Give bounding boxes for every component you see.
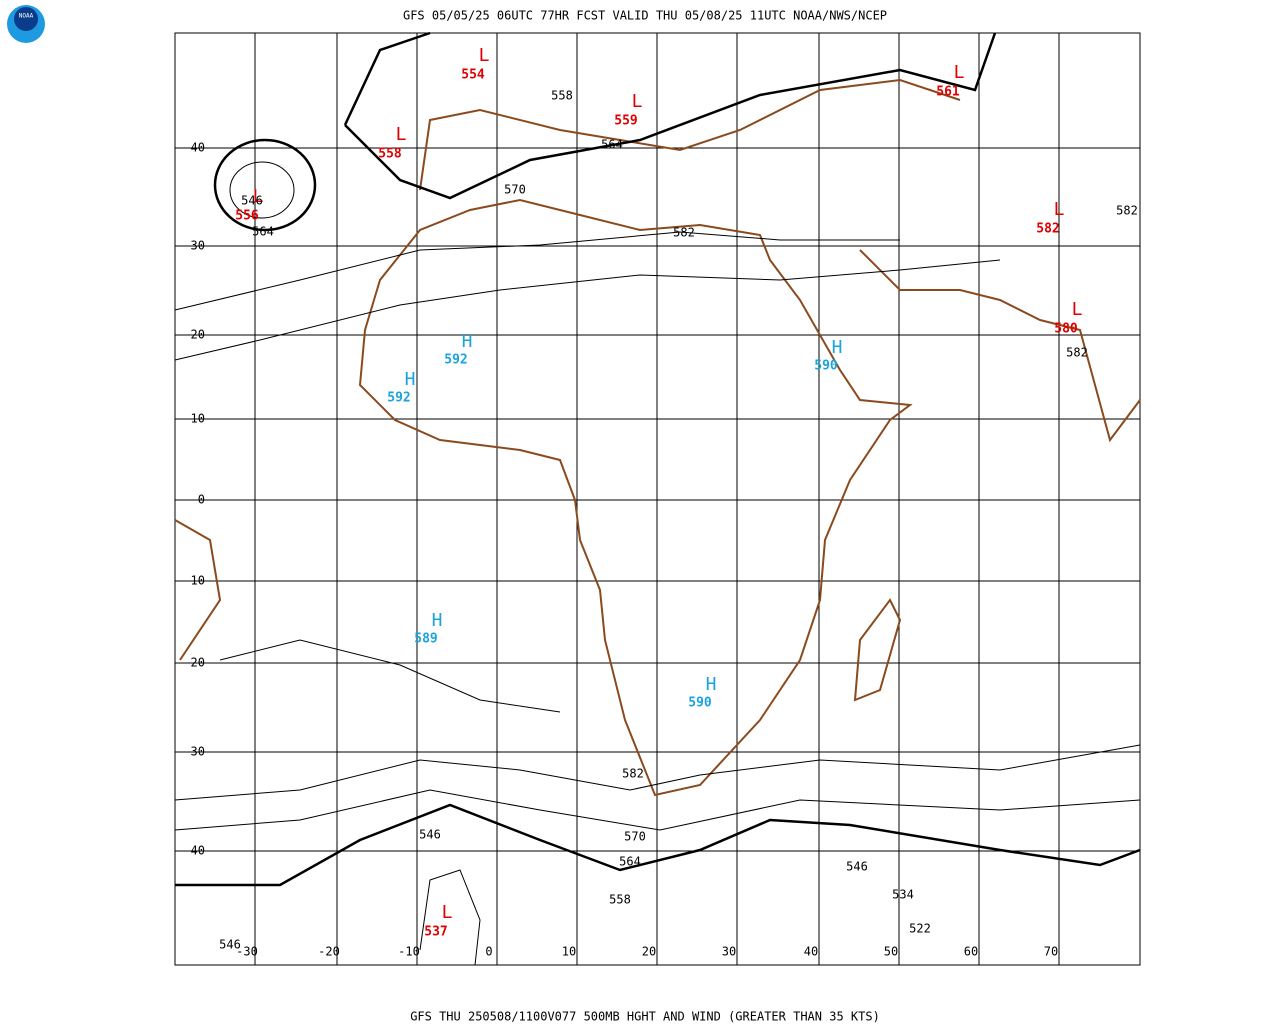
contour-closed: [213, 138, 317, 232]
longitude-label: -10: [398, 945, 420, 959]
logo-text: NOAA: [19, 13, 34, 20]
latitude-label: -20: [183, 656, 205, 670]
madagascar: [853, 598, 902, 702]
latitude-label: 40: [191, 141, 205, 155]
latitude-label: -30: [183, 745, 205, 759]
contour-label: 558: [609, 893, 631, 907]
latitude-label: -10: [183, 574, 205, 588]
high-symbol: H: [832, 337, 843, 358]
high-symbol: H: [462, 331, 473, 352]
contour-label: 558: [551, 89, 573, 103]
latitude-label: 20: [191, 328, 205, 342]
low-value: 554: [461, 68, 485, 83]
contour-label: 582: [1116, 204, 1138, 218]
contour: [174, 744, 1141, 801]
longitude-label: 70: [1044, 945, 1058, 959]
high-symbol: H: [706, 674, 717, 695]
low-symbol: L: [632, 91, 643, 112]
longitude-label: -20: [318, 945, 340, 959]
contour: [174, 231, 900, 311]
low-symbol: L: [954, 62, 965, 83]
contour-label: 570: [624, 830, 646, 844]
high-value: 592: [444, 353, 467, 368]
low-value: 561: [936, 85, 960, 100]
low-symbol: L: [442, 902, 453, 923]
contour-label: 564: [619, 855, 641, 869]
low-symbol: L: [396, 124, 407, 145]
contour-label: 582: [673, 226, 695, 240]
contour-label: 546: [846, 860, 868, 874]
title: GFS 05/05/25 06UTC 77HR FCST VALID THU 0…: [403, 9, 887, 23]
low-symbol: L: [1072, 299, 1083, 320]
longitude-label: 30: [722, 945, 736, 959]
longitude-label: -30: [236, 945, 258, 959]
high-value: 590: [688, 696, 712, 711]
high-value: 589: [414, 632, 437, 647]
contour-label: 564: [601, 138, 623, 152]
low-value: 537: [424, 925, 447, 940]
longitude-label: 20: [642, 945, 656, 959]
latitude-label: 30: [191, 239, 205, 253]
contour-label: 546: [219, 938, 241, 952]
high-value: 590: [814, 359, 838, 374]
contour-label: 546: [419, 828, 441, 842]
low-symbol: L: [253, 186, 264, 207]
contour-label: 522: [909, 922, 931, 936]
low-value: 556: [235, 209, 259, 224]
longitude-label: 40: [804, 945, 818, 959]
high-symbol: H: [405, 369, 416, 390]
low-value: 558: [378, 147, 402, 162]
contour-closed: [229, 161, 295, 219]
asia-coast: [859, 249, 1141, 443]
latitude-label: 0: [198, 493, 205, 507]
map-labels: 40 30 20 10 0 -10 -20 -30 -40 -30 -20 -10 0 10 20 30 40 5…: [183, 45, 1138, 959]
high-symbol: H: [432, 610, 443, 631]
coastlines: [174, 78, 1141, 797]
low-value: 559: [614, 114, 637, 129]
high-value: 592: [387, 391, 410, 406]
longitude-label: 50: [884, 945, 898, 959]
contour-label: 582: [1066, 346, 1088, 360]
caption: GFS THU 250508/1100V077 500MB HGHT AND W…: [410, 1010, 880, 1024]
contour: [174, 259, 1001, 361]
contour-label: 582: [622, 767, 644, 781]
contour: [174, 789, 1141, 831]
contour-label: 534: [892, 888, 914, 902]
longitude-label: 0: [485, 945, 492, 959]
low-symbol: L: [1054, 199, 1065, 220]
latitude-label: 10: [191, 412, 205, 426]
grid: [175, 33, 1140, 965]
contour-thick: [175, 803, 1141, 887]
contour-thick: [344, 32, 997, 200]
contour-label: 546: [241, 194, 263, 208]
contour: [419, 869, 481, 966]
contour-label: 570: [504, 183, 526, 197]
europe-coast: [419, 78, 961, 191]
low-symbol: L: [479, 45, 490, 66]
south-america-coast: [174, 519, 222, 661]
longitude-label: 10: [562, 945, 576, 959]
logo-inner: [14, 7, 38, 31]
africa-coast: [358, 198, 913, 797]
height-contours: [174, 31, 1141, 966]
contour-thick: [343, 31, 431, 126]
logo: NOAA: [7, 5, 45, 43]
longitude-label: 60: [964, 945, 978, 959]
contour-label: 564: [252, 225, 274, 239]
low-value: 582: [1036, 222, 1059, 237]
latitude-label: -40: [183, 844, 205, 858]
low-value: 580: [1054, 322, 1078, 337]
contour: [219, 639, 561, 713]
